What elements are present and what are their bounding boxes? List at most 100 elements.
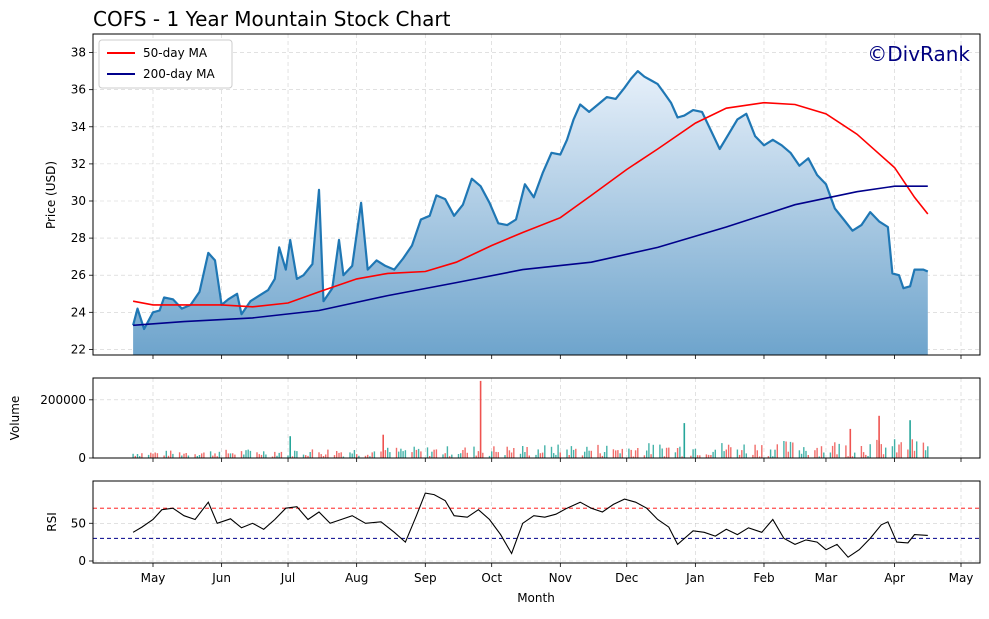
legend-label-200ma: 200-day MA — [143, 67, 215, 81]
price-area-fill — [133, 71, 928, 355]
volume-y-tick-label: 200000 — [40, 393, 86, 407]
volume-bar — [885, 447, 887, 458]
volume-bar — [831, 445, 834, 458]
volume-grid — [93, 378, 980, 459]
x-tick-label: Jul — [280, 571, 295, 585]
price-y-tick-label: 28 — [71, 231, 86, 245]
volume-bar — [274, 451, 276, 458]
volume-bar — [652, 444, 654, 458]
volume-bar — [311, 449, 314, 458]
volume-bar — [603, 452, 606, 458]
chart-title: COFS - 1 Year Mountain Stock Chart — [93, 7, 451, 31]
ma200-line — [133, 185, 928, 327]
volume-bar — [214, 453, 216, 458]
volume-bar — [911, 439, 913, 458]
volume-bar — [464, 447, 466, 458]
volume-bar — [183, 453, 185, 458]
volume-bar — [420, 451, 422, 458]
volume-panel-border — [92, 377, 981, 459]
volume-bar — [617, 450, 619, 458]
volume-bar — [218, 451, 221, 458]
volume-bar — [526, 447, 528, 458]
volume-bar — [541, 452, 544, 458]
rsi-y-axis-label: RSI — [45, 512, 59, 532]
volume-bar — [721, 443, 723, 458]
volume-bar — [823, 452, 825, 458]
x-tick-label: Dec — [615, 571, 638, 585]
volume-bar — [674, 452, 677, 458]
volume-bar — [862, 452, 865, 458]
volume-bar — [606, 445, 608, 458]
volume-bar — [446, 446, 449, 458]
volume-bar — [665, 447, 668, 458]
volume-bar — [212, 455, 214, 458]
volume-bar — [333, 455, 336, 458]
legend: 50-day MA 200-day MA — [98, 39, 233, 89]
volume-bar — [730, 447, 732, 458]
volume-bar — [854, 452, 856, 458]
volume-bar — [429, 456, 431, 458]
rsi-grid — [93, 481, 980, 563]
volume-bar — [727, 444, 730, 458]
volume-bar — [152, 453, 154, 458]
volume-bar — [156, 453, 159, 458]
volume-bar — [435, 449, 438, 458]
volume-bar — [462, 450, 464, 458]
volume-bar — [477, 451, 480, 458]
volume-spike-bar — [289, 436, 291, 458]
volume-bar — [256, 452, 258, 458]
x-tick-label: Feb — [753, 571, 774, 585]
volume-bar — [451, 454, 453, 458]
volume-bar — [364, 455, 367, 458]
price-y-tick-label: 22 — [71, 342, 86, 356]
volume-bar — [738, 454, 741, 458]
volume-bar — [187, 455, 190, 458]
x-tick-label: Nov — [549, 571, 572, 585]
volume-bar — [820, 446, 823, 458]
volume-bar — [170, 450, 172, 458]
volume-bar — [147, 454, 150, 458]
volume-bar — [847, 456, 849, 458]
volume-bar — [774, 449, 776, 458]
volume-bar — [845, 445, 847, 458]
volume-bar — [196, 456, 198, 458]
volume-bar — [209, 451, 212, 458]
volume-bar — [707, 454, 710, 458]
volume-bar — [229, 453, 232, 458]
volume-bar — [690, 455, 692, 458]
volume-bar — [882, 454, 885, 458]
volume-bar — [243, 454, 245, 458]
x-tick-label: Mar — [815, 571, 838, 585]
legend-label-50ma: 50-day MA — [143, 46, 208, 60]
volume-spike-bar — [849, 428, 852, 458]
volume-bar — [384, 450, 387, 458]
volume-bar — [349, 452, 351, 458]
volume-bar — [679, 446, 681, 458]
volume-bar — [431, 451, 433, 458]
volume-bar — [537, 449, 539, 458]
volume-bar — [756, 450, 758, 458]
volume-bar — [271, 456, 274, 458]
volume-bar — [136, 454, 139, 458]
volume-bar — [417, 448, 420, 458]
volume-bar — [373, 451, 376, 458]
x-tick-label: Sep — [414, 571, 437, 585]
volume-bar — [924, 450, 927, 458]
volume-bar — [475, 455, 477, 458]
rsi-y-tick-label: 0 — [78, 554, 86, 568]
volume-bar — [880, 444, 882, 458]
volume-bar — [783, 441, 785, 458]
volume-bar — [676, 448, 679, 458]
volume-bar — [260, 454, 263, 458]
volume-bar — [621, 448, 623, 458]
volume-bar — [785, 441, 787, 458]
volume-bar — [650, 454, 652, 458]
volume-bar — [803, 447, 805, 458]
volume-bar — [473, 446, 475, 458]
x-tick-label: Aug — [345, 571, 368, 585]
volume-bar — [413, 446, 415, 458]
volume-bar — [555, 454, 557, 458]
volume-spike-bar — [382, 434, 384, 458]
volume-bar — [776, 444, 778, 458]
volume-bar — [216, 456, 218, 458]
